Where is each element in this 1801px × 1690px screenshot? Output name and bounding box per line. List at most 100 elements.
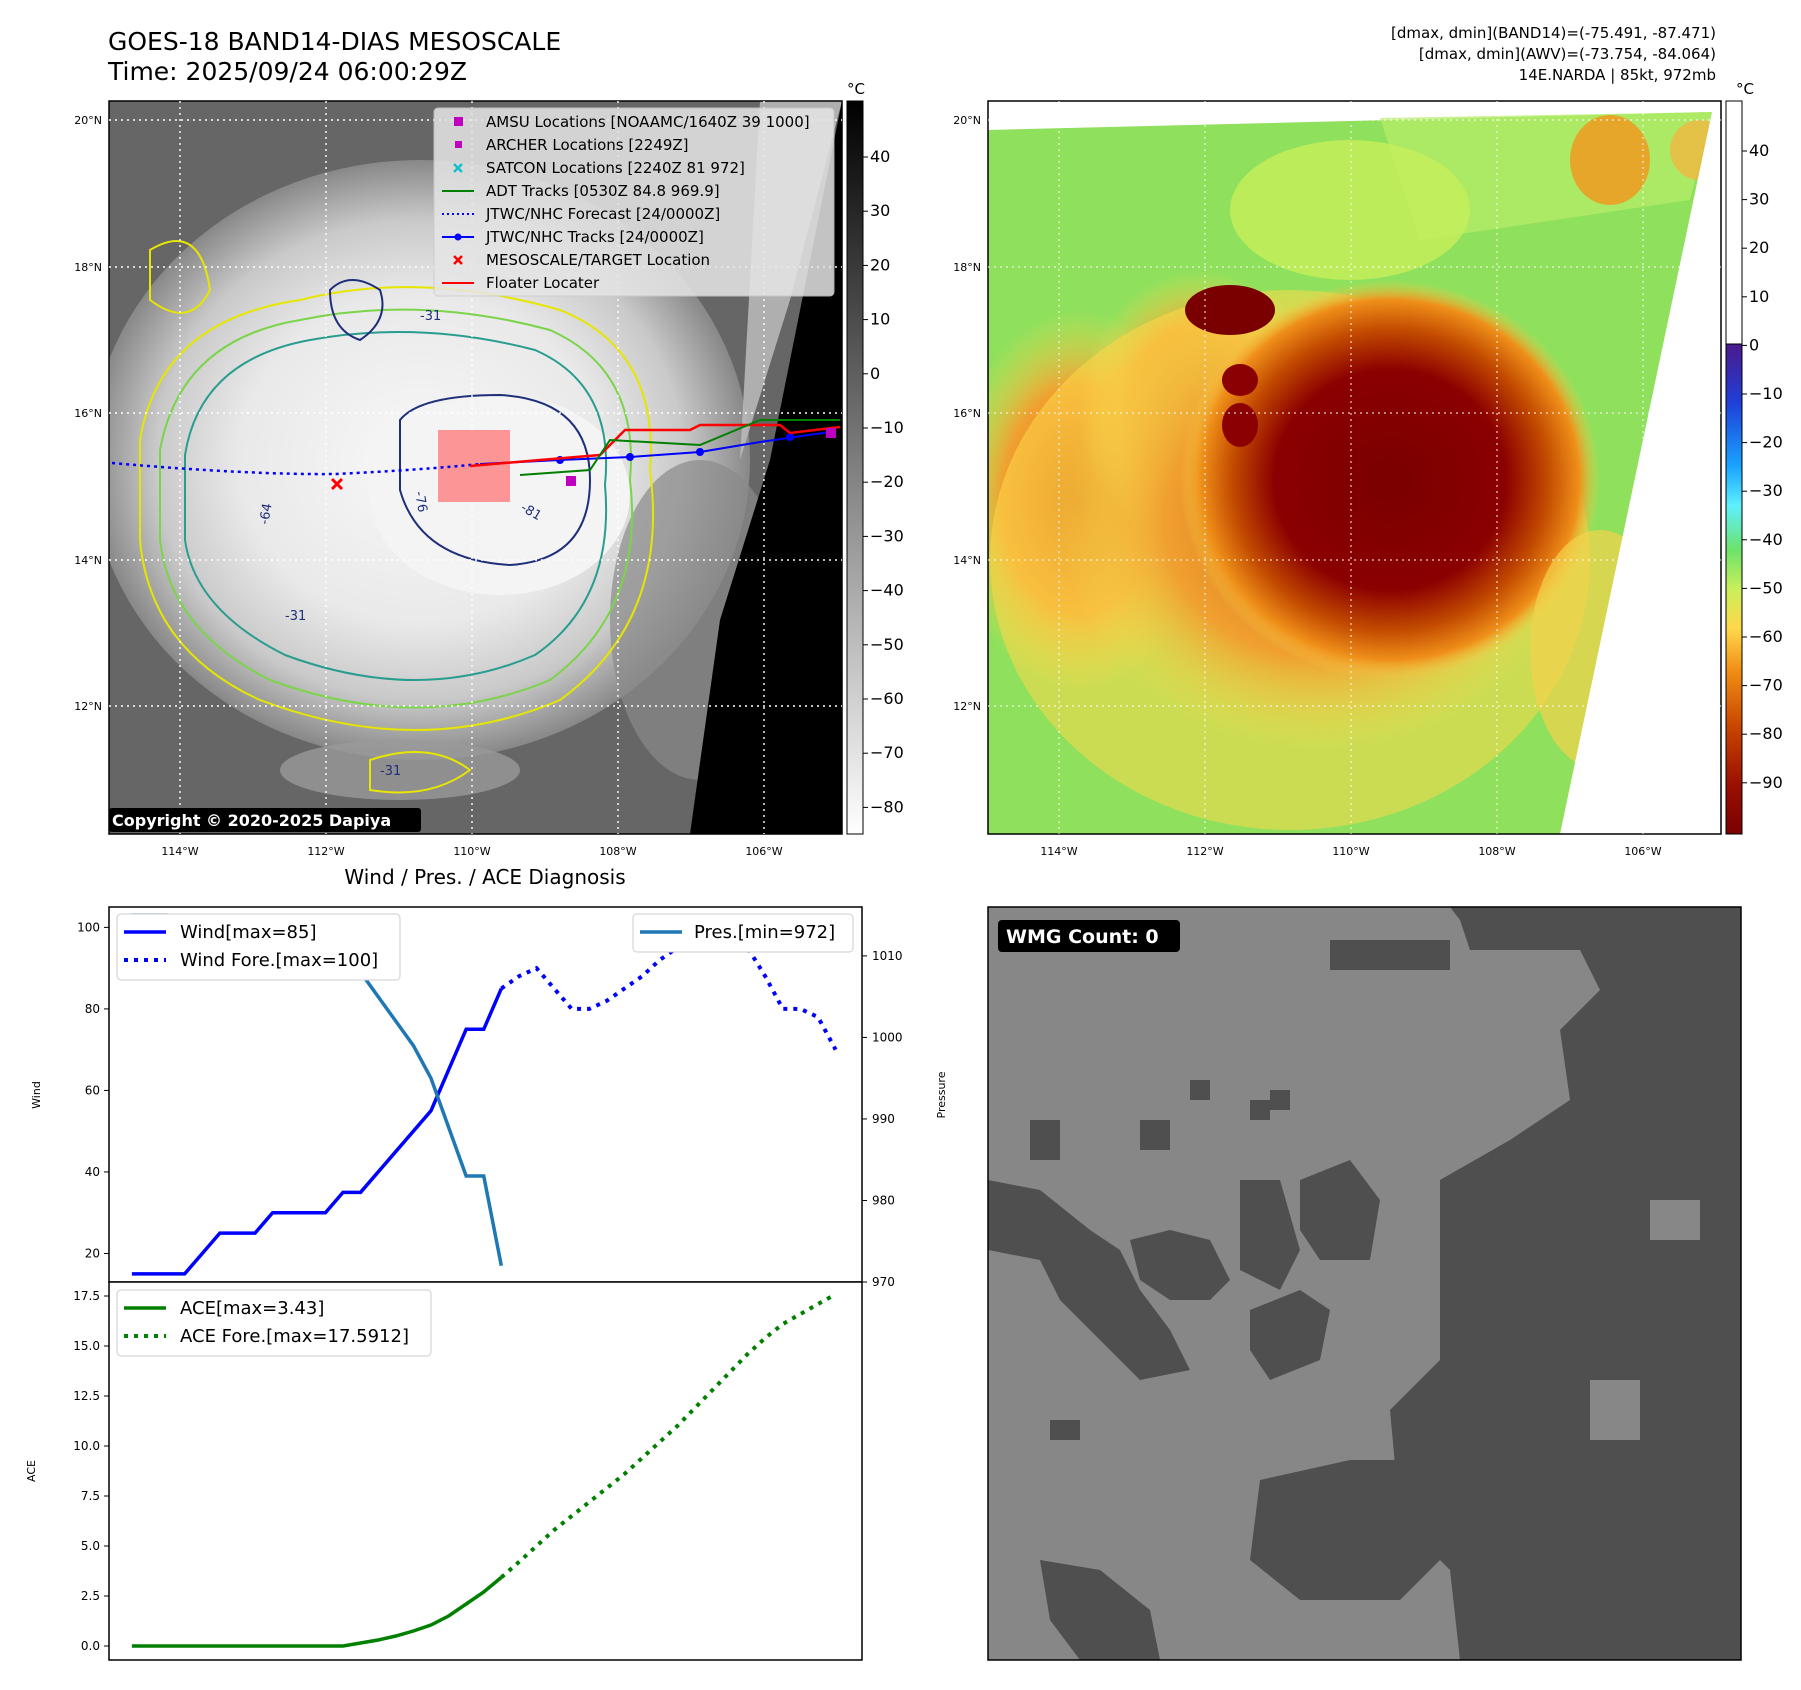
- legend-label: Wind Fore.[max=100]: [180, 950, 378, 971]
- legend-label: AMSU Locations [NOAAMC/1640Z 39 1000]: [486, 113, 810, 131]
- legend-label: Pres.[min=972]: [694, 922, 835, 943]
- pressure-axis-label: Pressure: [935, 1071, 948, 1118]
- awv-imagery: [988, 101, 1721, 834]
- colorbar-tick: 30: [870, 201, 890, 220]
- lon-label: 114°W: [161, 845, 198, 858]
- series-line-wind: [131, 987, 503, 1276]
- wmg-count-text: WMG Count: 0: [1006, 926, 1159, 948]
- wind-tick: 100: [77, 920, 100, 934]
- colorbar-tick: −70: [1749, 676, 1783, 695]
- legend-marker: [453, 255, 463, 265]
- legend-item: Floater Locater: [442, 274, 600, 292]
- lat-label: 14°N: [74, 554, 102, 567]
- lon-label: 112°W: [1186, 845, 1223, 858]
- colorbar-tick: −30: [1749, 481, 1783, 500]
- contour-label: -31: [420, 309, 441, 324]
- lon-label: 106°W: [1624, 845, 1661, 858]
- ace-tick: 5.0: [81, 1539, 100, 1553]
- adt-track: [519, 419, 840, 476]
- colorbar-tick: −70: [870, 743, 904, 762]
- lat-label: 18°N: [953, 261, 981, 274]
- legend-label: ARCHER Locations [2249Z]: [486, 136, 689, 154]
- wmg-count-box: [998, 920, 1180, 952]
- ir-lat-labels: 20°N 18°N 16°N 14°N 12°N: [74, 114, 102, 713]
- wind-tick: 80: [85, 1002, 100, 1016]
- ace-tick: 2.5: [81, 1589, 100, 1603]
- colorbar-tick: 20: [870, 255, 890, 274]
- awv-colorbar-ticks: 40 30 20 10 0 −10 −20 −30 −40 −50 −60 −70 −80 −90: [1742, 141, 1783, 792]
- awv-gridlines: [988, 101, 1721, 834]
- colorbar-tick: −80: [870, 797, 904, 816]
- lat-label: 12°N: [74, 700, 102, 713]
- lat-label: 14°N: [953, 554, 981, 567]
- legend-label: ADT Tracks [0530Z 84.8 969.9]: [486, 182, 720, 200]
- pressure-tick: 970: [872, 1275, 895, 1289]
- lon-label: 110°W: [1332, 845, 1369, 858]
- ace-tick: 0.0: [81, 1639, 100, 1653]
- legend-label: JTWC/NHC Tracks [24/0000Z]: [485, 228, 704, 246]
- colorbar-tick: 40: [870, 147, 890, 166]
- copyright-box: [109, 808, 421, 832]
- wind-tick: 60: [85, 1083, 100, 1097]
- pressure-tick: 1000: [872, 1030, 903, 1044]
- colorbar-tick: −40: [1749, 530, 1783, 549]
- ace-tick: 15.0: [73, 1339, 100, 1353]
- lon-label: 110°W: [453, 845, 490, 858]
- colorbar-tick: −50: [870, 635, 904, 654]
- figure-time: Time: 2025/09/24 06:00:29Z: [107, 57, 467, 86]
- colorbar-tick: 20: [1749, 238, 1769, 257]
- legend-label: Wind[max=85]: [180, 922, 317, 943]
- colorbar-tick: −20: [870, 472, 904, 491]
- ace-tick: 12.5: [73, 1389, 100, 1403]
- colorbar-tick: 40: [1749, 141, 1769, 160]
- legend-label: ACE[max=3.43]: [180, 1298, 324, 1319]
- legend-item: JTWC/NHC Forecast [24/0000Z]: [442, 205, 720, 223]
- ace-tick: 7.5: [81, 1489, 100, 1503]
- lon-label: 108°W: [1478, 845, 1515, 858]
- colorbar-tick: −30: [870, 526, 904, 545]
- lat-label: 16°N: [74, 407, 102, 420]
- pressure-tick: 1010: [872, 949, 903, 963]
- wind-axis-label: Wind: [30, 1081, 43, 1109]
- colorbar-tick: −90: [1749, 773, 1783, 792]
- colorbar-tick: −20: [1749, 433, 1783, 452]
- pressure-tick: 980: [872, 1193, 895, 1207]
- ace-tick: 17.5: [73, 1289, 100, 1303]
- wind-tick: 40: [85, 1165, 100, 1179]
- awv-colorbar-lower: [1725, 343, 1743, 835]
- ir-lon-labels: 114°W 112°W 110°W 108°W 106°W: [161, 845, 782, 858]
- contour-labels: -31 -64 -76 -81 -31 -31: [257, 309, 544, 779]
- colorbar-tick: −10: [870, 418, 904, 437]
- legend-marker: [454, 117, 463, 126]
- copyright-text: Copyright © 2020-2025 Dapiya: [112, 811, 391, 830]
- legend-item: JTWC/NHC Tracks [24/0000Z]: [442, 228, 704, 246]
- legend-label: ACE Fore.[max=17.5912]: [180, 1326, 409, 1347]
- colorbar-tick: 10: [870, 310, 890, 329]
- colorbar-tick: 30: [1749, 190, 1769, 209]
- forecast-track: [111, 461, 481, 476]
- legend-item: ARCHER Locations [2249Z]: [455, 136, 689, 154]
- contour-label: -31: [380, 764, 401, 779]
- ace-chart: 0.0 2.5 5.0 7.5 10.0 12.5 15.0 17.5 ACE[max=3.43…: [73, 1281, 863, 1661]
- awv-lon-labels: 114°W 112°W 110°W 108°W 106°W: [1040, 845, 1661, 858]
- wind-tick: 20: [85, 1246, 100, 1260]
- awv-lat-labels: 20°N 18°N 16°N 14°N 12°N: [953, 114, 981, 713]
- ir-colorbar: [846, 100, 864, 835]
- amsu-points: [566, 428, 836, 486]
- colorbar-tick: −60: [1749, 627, 1783, 646]
- awv-colorbar-upper: [1725, 100, 1743, 345]
- awv-map-panel: 20°N 18°N 16°N 14°N 12°N 114°W 112°W 110…: [953, 80, 1783, 858]
- ace-axis-label: ACE: [25, 1460, 38, 1482]
- awv-colorbar-unit: °C: [1736, 80, 1754, 98]
- series-line-ace-forecast: [500, 1292, 837, 1579]
- lat-label: 16°N: [953, 407, 981, 420]
- lon-label: 106°W: [745, 845, 782, 858]
- lat-label: 20°N: [74, 114, 102, 127]
- colorbar-tick: −40: [870, 581, 904, 600]
- info-band14: [dmax, dmin](BAND14)=(-75.491, -87.471): [1391, 24, 1716, 42]
- colorbar-tick: 0: [870, 364, 880, 383]
- lat-label: 12°N: [953, 700, 981, 713]
- colorbar-tick: 0: [1749, 335, 1759, 354]
- ir-map-panel: -31 -64 -76 -81 -31 -31 AMSU Locations […: [74, 80, 904, 858]
- legend-label: JTWC/NHC Forecast [24/0000Z]: [485, 205, 720, 223]
